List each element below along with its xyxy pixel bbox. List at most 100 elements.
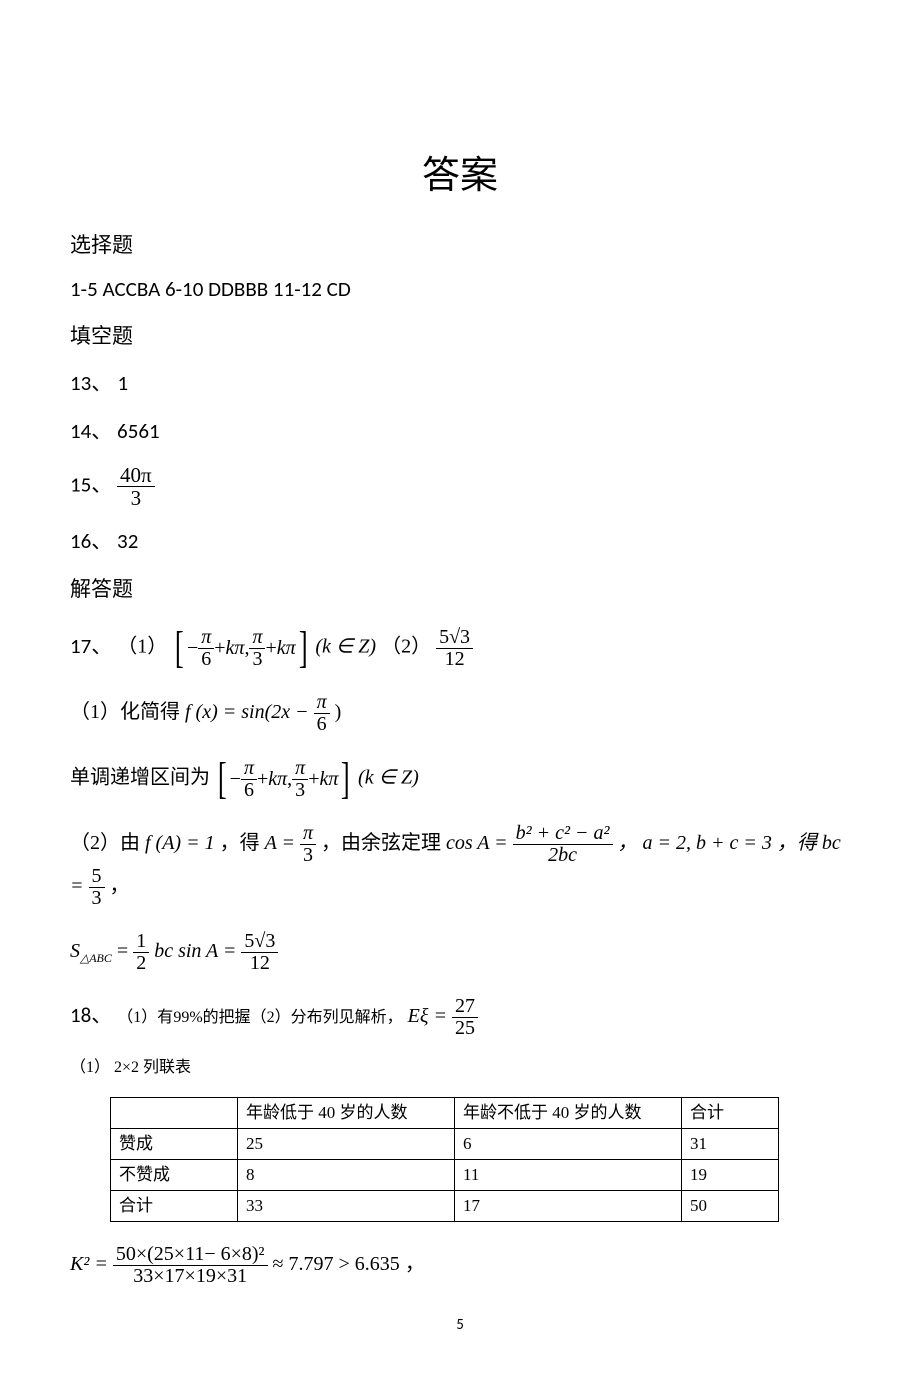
hd: 2 xyxy=(133,953,149,974)
comma1: ， xyxy=(110,875,130,897)
section-solve-head: 解答题 xyxy=(70,575,850,604)
left-bracket-icon-2: [ xyxy=(218,757,227,801)
q18-pct: 99% xyxy=(173,1009,202,1026)
table-row: 赞成 25 6 31 xyxy=(111,1129,779,1160)
q15-frac-num: 40π xyxy=(117,464,155,487)
de1: ，得 xyxy=(220,832,260,854)
s-sub: △ABC xyxy=(80,951,112,965)
th-under40: 年龄低于 40 岁的人数 xyxy=(238,1098,455,1129)
s-lhs: S xyxy=(70,940,80,962)
section-mc-head: 选择题 xyxy=(70,231,850,260)
q15-num: 15、 xyxy=(70,472,112,498)
f3d: 6 xyxy=(241,780,257,801)
k2-approx: ≈ 7.797 > 6.635 xyxy=(273,1253,400,1275)
bcd: 3 xyxy=(89,888,105,909)
f1d: 6 xyxy=(198,649,214,670)
kpi3: kπ xyxy=(268,765,287,793)
k2d: 33×17×19×31 xyxy=(113,1266,268,1287)
right-bracket-icon: ] xyxy=(299,626,308,670)
page-title: 答案 xyxy=(70,150,850,203)
cell: 25 xyxy=(238,1129,455,1160)
cell: 合计 xyxy=(111,1190,238,1221)
f1n: π xyxy=(198,627,214,649)
q13-val: 1 xyxy=(118,370,129,396)
sd: 12 xyxy=(241,953,278,974)
th-total: 合计 xyxy=(682,1098,779,1129)
a2d: 12 xyxy=(436,649,473,670)
q15-line: 15、 40π 3 xyxy=(70,464,850,509)
abc: ， a = 2, b + c = 3 ，得 xyxy=(618,832,817,854)
q18-l2pre: （1） xyxy=(70,1059,110,1076)
k2-comma: ， xyxy=(405,1253,425,1275)
q15-frac: 40π 3 xyxy=(117,464,155,509)
q18-l2post: 列联表 xyxy=(143,1059,191,1076)
q17-area: S△ABC = 12 bc sin A = 5√312 xyxy=(70,931,850,974)
hn: 1 xyxy=(133,931,149,953)
q17-simplify: （1）化简得 f (x) = sin(2x − π6 ) xyxy=(70,692,850,735)
cell: 8 xyxy=(238,1160,455,1191)
table-header-row: 年龄低于 40 岁的人数 年龄不低于 40 岁的人数 合计 xyxy=(111,1098,779,1129)
k2-line: K² = 50×(25×11− 6×8)² 33×17×19×31 ≈ 7.79… xyxy=(70,1244,850,1287)
q17-interval: [ − π6 + kπ , π3 + kπ ] xyxy=(172,626,310,670)
a-eq: A = xyxy=(265,832,295,854)
s-eq: = xyxy=(117,940,133,962)
q18-2x2: 2×2 xyxy=(114,1059,139,1076)
f4n: π xyxy=(292,758,308,780)
cell: 19 xyxy=(682,1160,779,1191)
q14-line: 14、 6561 xyxy=(70,417,850,446)
f4d: 3 xyxy=(292,780,308,801)
contingency-table: 年龄低于 40 岁的人数 年龄不低于 40 岁的人数 合计 赞成 25 6 31… xyxy=(110,1097,779,1221)
bcsin: bc sin A = xyxy=(154,940,241,962)
cosd: 2bc xyxy=(513,845,613,866)
q17-interval-2: [ − π6 + kπ , π3 + kπ ] xyxy=(215,757,353,801)
bcn: 5 xyxy=(89,866,105,888)
q13-num: 13、 xyxy=(70,370,112,396)
table-row: 合计 33 17 50 xyxy=(111,1190,779,1221)
fx-eq: f (x) = sin(2x − xyxy=(185,701,309,723)
cell: 17 xyxy=(455,1190,682,1221)
ed: 25 xyxy=(452,1018,478,1039)
kpi1: kπ xyxy=(226,634,245,662)
cell: 不赞成 xyxy=(111,1160,238,1191)
fxn: π xyxy=(314,692,330,714)
sn: 5√3 xyxy=(241,931,278,953)
e-lhs: Eξ = xyxy=(408,1005,447,1027)
q17-p1-label: （1） xyxy=(117,636,167,658)
q17-p2-label: （2） xyxy=(381,636,431,658)
q17-line1: 17、 （1） [ − π6 + kπ , π3 + kπ ] (k ∈ Z) … xyxy=(70,626,850,670)
k2-lhs: K² = xyxy=(70,1253,108,1275)
simplify-pre: （1）化简得 xyxy=(70,701,180,723)
p2-pre: （2）由 xyxy=(70,832,140,854)
th-over40: 年龄不低于 40 岁的人数 xyxy=(455,1098,682,1129)
cell: 50 xyxy=(682,1190,779,1221)
k-in-z-2: (k ∈ Z) xyxy=(358,767,419,789)
page-number: 5 xyxy=(70,1315,850,1336)
q16-val: 32 xyxy=(112,528,138,554)
cell: 6 xyxy=(455,1129,682,1160)
right-bracket-icon-2: ] xyxy=(341,757,350,801)
cosn: b² + c² − a² xyxy=(513,823,613,845)
q17-num: 17、 xyxy=(70,633,112,659)
q18-p1: （1）有 xyxy=(117,1009,173,1026)
th-blank xyxy=(111,1098,238,1129)
cell: 赞成 xyxy=(111,1129,238,1160)
cosa: cos A = xyxy=(446,832,508,854)
an: π xyxy=(300,823,316,845)
q18-line1: 18、 （1）有99%的把握（2）分布列见解析， Eξ = 2725 xyxy=(70,996,850,1039)
cell: 11 xyxy=(455,1160,682,1191)
section-fill-head: 填空题 xyxy=(70,322,850,351)
mc-answers: 1-5 ACCBA 6-10 DDBBB 11-12 CD xyxy=(70,275,850,304)
kpi4: kπ xyxy=(319,765,338,793)
f2d: 3 xyxy=(249,649,265,670)
a2n: 5√3 xyxy=(436,627,473,649)
q17-ans2: 5√3 12 xyxy=(436,627,473,670)
q16-num: 16、 xyxy=(70,528,112,554)
q17-part2-line: （2）由 f (A) = 1 ，得 A = π3 ，由余弦定理 cos A = … xyxy=(70,823,850,909)
q13-line: 13、 1 xyxy=(70,369,850,398)
cell: 33 xyxy=(238,1190,455,1221)
q15-frac-den: 3 xyxy=(117,487,155,509)
en: 27 xyxy=(452,996,478,1018)
fx-close: ) xyxy=(335,701,342,723)
ad: 3 xyxy=(300,845,316,866)
mono-pre: 单调递增区间为 xyxy=(70,767,210,789)
